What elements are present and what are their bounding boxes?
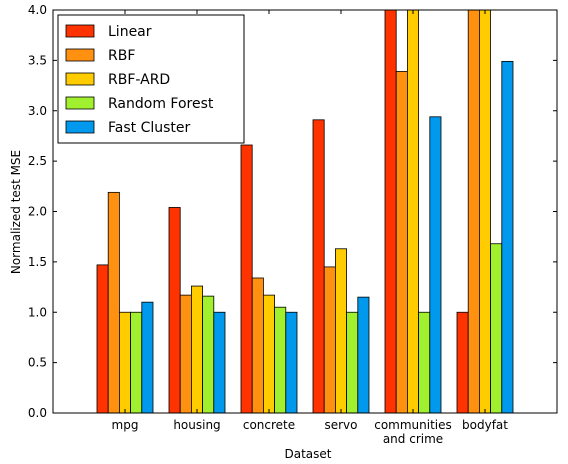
bar (119, 311, 132, 414)
bar (346, 311, 359, 414)
y-tick-label: 0.5 (28, 356, 47, 370)
bar (213, 311, 226, 414)
x-tick-label: servo (324, 418, 357, 432)
x-tick-label: concrete (243, 418, 295, 432)
bar (285, 311, 298, 414)
bar (168, 207, 181, 414)
bar (395, 71, 408, 414)
bar (240, 144, 253, 414)
bar (418, 311, 431, 414)
x-axis-label: Dataset (285, 447, 332, 461)
y-tick-label: 2.5 (28, 154, 47, 168)
legend-label: Fast Cluster (108, 120, 191, 136)
legend-swatch (65, 120, 95, 134)
bar (312, 119, 325, 414)
bar (96, 264, 109, 414)
legend: Linear RBF RBF-ARD Random Forest Fast Cluste… (57, 14, 245, 144)
bar (251, 277, 264, 414)
y-axis-label: Normalized test MSE (9, 150, 23, 274)
bar (456, 311, 469, 414)
bar (323, 266, 336, 414)
x-tick-label: housing (173, 418, 220, 432)
legend-swatch (65, 72, 95, 86)
bar (190, 285, 203, 414)
y-axis: 0.0 0.5 1.0 1.5 2.0 2.5 3.0 3.5 4.0 (28, 3, 557, 420)
legend-swatch (65, 96, 95, 110)
y-tick-label: 4.0 (28, 3, 47, 17)
legend-swatch (65, 24, 95, 38)
bar (334, 248, 347, 414)
bar (406, 9, 419, 414)
x-tick-label: bodyfat (462, 418, 508, 432)
y-tick-label: 1.0 (28, 305, 47, 319)
legend-label: Linear (108, 24, 152, 40)
y-tick-label: 0.0 (28, 406, 47, 420)
bar (357, 296, 370, 414)
y-tick-label: 2.0 (28, 205, 47, 219)
bar (478, 9, 491, 414)
y-tick-label: 3.0 (28, 104, 47, 118)
x-tick-label: and crime (383, 432, 443, 446)
legend-label: RBF-ARD (108, 72, 170, 88)
bar (141, 301, 154, 414)
y-tick-label: 3.5 (28, 53, 47, 67)
bar (107, 191, 120, 414)
y-tick-label: 1.5 (28, 255, 47, 269)
x-tick-label: mpg (112, 418, 139, 432)
x-tick-label: communities (374, 418, 452, 432)
legend-label: RBF (108, 48, 135, 64)
bar (130, 311, 143, 414)
legend-label: Random Forest (108, 96, 214, 112)
bar (262, 294, 275, 414)
bar (429, 116, 442, 414)
bar (501, 60, 514, 414)
bar (274, 306, 287, 414)
legend-swatch (65, 48, 95, 62)
bar (384, 9, 397, 414)
bars-group (96, 9, 514, 414)
bar (490, 243, 503, 414)
bar (202, 295, 215, 414)
bar (467, 9, 480, 414)
bar (179, 294, 192, 414)
